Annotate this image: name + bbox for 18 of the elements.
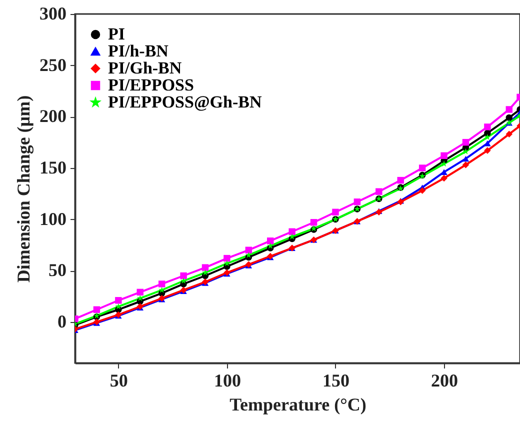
x-tick-label: 100	[214, 370, 241, 390]
legend-label: PI	[108, 24, 126, 44]
x-tick-label: 200	[431, 370, 458, 390]
y-tick-label: 50	[48, 260, 66, 280]
legend-label: PI/Gh-BN	[108, 58, 182, 78]
y-tick-label: 250	[40, 54, 66, 75]
y-tick-label: 150	[40, 157, 66, 178]
legend-label: PI/EPPOSS@Gh-BN	[108, 92, 262, 112]
y-tick-label: 100	[40, 208, 66, 229]
y-tick-label: 200	[40, 106, 66, 126]
legend-label: PI/EPPOSS	[108, 76, 194, 94]
y-tick-label: 300	[40, 4, 66, 24]
x-axis-title: Temperature (°C)	[230, 394, 366, 414]
x-tick-label: 50	[110, 370, 128, 390]
x-tick-label: 150	[322, 370, 350, 390]
y-axis-title: Dimension Change (μm)	[14, 95, 34, 283]
y-tick-label: 0	[58, 311, 66, 332]
legend-label: PI/h-BN	[108, 42, 170, 60]
